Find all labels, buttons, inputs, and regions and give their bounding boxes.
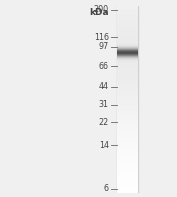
Text: 97: 97: [98, 42, 109, 51]
Text: kDa: kDa: [89, 8, 109, 17]
Text: 6: 6: [104, 184, 109, 193]
Text: 14: 14: [99, 141, 109, 150]
Text: 44: 44: [99, 82, 109, 91]
Text: 200: 200: [94, 5, 109, 14]
Text: 66: 66: [99, 62, 109, 71]
Text: 31: 31: [99, 100, 109, 109]
Text: 116: 116: [94, 33, 109, 42]
Bar: [117, 6, 138, 193]
Text: 22: 22: [98, 118, 109, 127]
